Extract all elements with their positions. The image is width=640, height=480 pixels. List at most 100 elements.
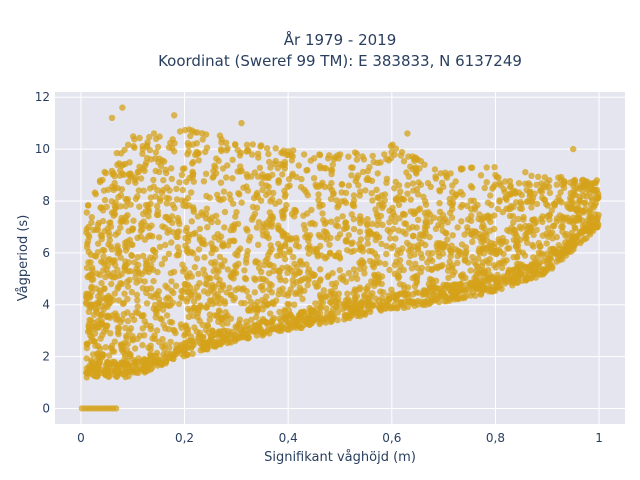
scatter-point [243, 141, 251, 148]
scatter-point [206, 216, 213, 223]
scatter-point [361, 309, 368, 317]
scatter-point [394, 247, 402, 254]
scatter-point [238, 199, 245, 206]
scatter-point [413, 186, 421, 193]
scatter-point [546, 189, 554, 196]
scatter-point [392, 295, 399, 303]
scatter-point [169, 299, 176, 306]
scatter-point [449, 232, 456, 239]
scatter-point [88, 289, 95, 296]
scatter-point [118, 162, 126, 169]
scatter-point [298, 324, 305, 332]
scatter-point [251, 289, 258, 296]
scatter-point [563, 248, 570, 255]
scatter-point [447, 287, 454, 295]
scatter-point [379, 221, 386, 229]
scatter-point [535, 239, 542, 247]
scatter-point [305, 250, 312, 257]
scatter-point [415, 216, 422, 223]
scatter-point [102, 170, 110, 177]
scatter-point [259, 223, 267, 230]
scatter-point [368, 248, 375, 255]
scatter-point [106, 352, 113, 359]
scatter-point [212, 246, 219, 253]
scatter-point [206, 316, 213, 323]
scatter-point [98, 320, 106, 327]
y-tick-label: 0 [42, 401, 50, 415]
scatter-point [327, 195, 335, 203]
scatter-point [224, 320, 231, 327]
scatter-point [104, 262, 111, 269]
scatter-point [266, 209, 273, 216]
scatter-point [108, 198, 115, 205]
scatter-point [311, 280, 319, 287]
scatter-point [358, 260, 365, 267]
scatter-point [115, 297, 123, 304]
scatter-point [280, 291, 288, 298]
scatter-point [391, 270, 398, 278]
scatter-point [124, 309, 131, 316]
scatter-point [214, 231, 221, 238]
scatter-point [154, 291, 161, 299]
scatter-point [329, 161, 336, 168]
scatter-point [98, 235, 105, 243]
scatter-point [199, 333, 207, 341]
scatter-point [89, 371, 96, 378]
scatter-point [111, 358, 118, 366]
scatter-point [469, 289, 476, 296]
scatter-point [533, 200, 541, 208]
scatter-point [86, 328, 93, 335]
scatter-point [119, 316, 126, 323]
scatter-point [342, 278, 350, 285]
scatter-point [383, 242, 390, 250]
scatter-point [316, 162, 324, 170]
scatter-point [195, 246, 203, 253]
scatter-point [539, 251, 547, 259]
scatter-point [183, 224, 190, 232]
scatter-point [112, 310, 119, 317]
scatter-point [128, 366, 136, 374]
scatter-point [256, 164, 264, 172]
scatter-point [327, 298, 335, 305]
scatter-point [301, 226, 309, 233]
scatter-point [486, 227, 494, 234]
scatter-point [100, 267, 107, 274]
scatter-point [540, 196, 548, 203]
scatter-point [129, 225, 136, 232]
scatter-point [572, 191, 579, 199]
scatter-point [432, 277, 440, 284]
scatter-point [455, 295, 462, 302]
scatter-point [265, 251, 272, 258]
scatter-point [94, 299, 101, 306]
scatter-point [507, 183, 514, 191]
scatter-point [284, 183, 291, 190]
scatter-point [275, 177, 282, 184]
scatter-point [418, 254, 426, 262]
scatter-point [107, 330, 114, 337]
scatter-point [546, 177, 553, 184]
scatter-point [222, 309, 229, 316]
scatter-point [189, 312, 197, 320]
scatter-point [171, 204, 178, 212]
scatter-point [406, 259, 413, 266]
scatter-point [254, 325, 262, 332]
scatter-point [530, 243, 537, 250]
scatter-point [530, 254, 537, 261]
scatter-point [132, 179, 139, 186]
scatter-point [224, 162, 231, 169]
data-points [78, 104, 602, 412]
scatter-point [348, 172, 355, 179]
scatter-point [374, 170, 381, 177]
scatter-point [383, 179, 390, 186]
scatter-point [312, 300, 319, 307]
scatter-point [95, 361, 102, 368]
scatter-point [161, 224, 168, 231]
scatter-point [108, 280, 115, 288]
scatter-point [580, 207, 587, 215]
scatter-point [111, 210, 119, 218]
scatter-point [169, 219, 176, 226]
scatter-point [276, 287, 283, 294]
scatter-point [553, 233, 560, 241]
scatter-point [181, 332, 188, 339]
scatter-point [297, 287, 304, 294]
